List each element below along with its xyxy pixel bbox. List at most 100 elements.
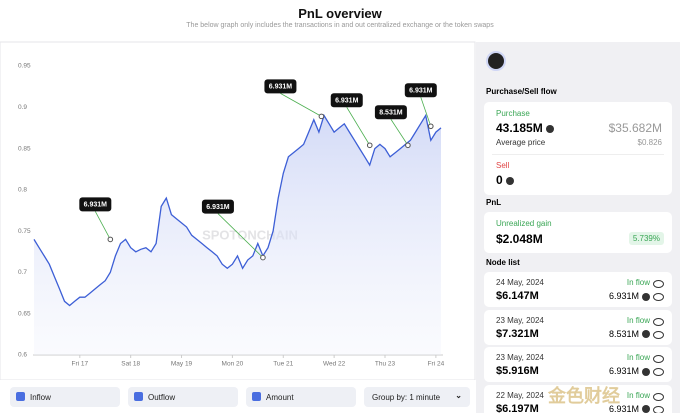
amount-toggle[interactable]: Amount <box>246 387 356 407</box>
annotation-connector <box>420 97 432 127</box>
y-tick-label: 0.6 <box>18 352 27 359</box>
hide-icon[interactable] <box>653 392 664 401</box>
x-tick-label: Fri 17 <box>71 361 88 368</box>
outflow-label: Outflow <box>148 393 176 402</box>
node-value-text: 6.931M <box>608 291 639 301</box>
node-amount: $6.197M <box>496 402 539 413</box>
node-row[interactable]: 23 May, 2024 $5.916M In flow 6.931M <box>484 347 672 382</box>
annotation-label: 6.931M <box>206 204 230 211</box>
sidebar: Purchase/Sell flow Purchase 43.185M $35.… <box>476 42 680 413</box>
node-amount: $7.321M <box>496 327 539 340</box>
node-row[interactable]: 24 May, 2024 $6.147M In flow 6.931M <box>484 272 672 307</box>
node-date: 23 May, 2024 <box>496 315 544 325</box>
node-flow: In flow <box>626 390 650 400</box>
group-by-select[interactable]: Group by: 1 minute ⌄ <box>364 387 470 407</box>
divider <box>492 154 664 155</box>
purchase-card: Purchase 43.185M $35.682M Average price … <box>484 102 672 195</box>
annotation-box <box>264 79 297 94</box>
annotation-box <box>79 197 112 212</box>
x-tick-label: Wed 22 <box>323 361 346 368</box>
x-tick-label: Sat 18 <box>121 361 140 368</box>
annotation-connector <box>390 119 409 146</box>
inflow-toggle[interactable]: Inflow <box>10 387 120 407</box>
node-date: 23 May, 2024 <box>496 353 544 362</box>
annotation-connector <box>280 93 322 117</box>
node-date: 24 May, 2024 <box>496 278 544 287</box>
unrealized-label: Unrealized gain <box>496 219 552 228</box>
node-value-text: 6.931M <box>608 403 639 413</box>
annotation-label: 6.931M <box>409 88 433 95</box>
view-icon[interactable] <box>653 330 664 339</box>
annotation-point <box>107 236 114 243</box>
avg-price: $0.826 <box>637 138 662 147</box>
node-value: 6.931M <box>609 404 650 413</box>
annotation-point <box>366 142 373 149</box>
pnl-title: PnL <box>486 198 502 207</box>
token-icon <box>486 51 506 71</box>
node-list-title: Node list <box>486 258 520 267</box>
area <box>34 115 441 355</box>
y-tick-label: 0.75 <box>18 228 31 235</box>
annotation-point <box>427 123 434 130</box>
annotation-connector <box>346 107 371 146</box>
annotation-point <box>318 113 325 120</box>
view-icon[interactable] <box>653 368 664 376</box>
x-tick-label: Thu 23 <box>375 361 396 368</box>
purchase-usd: $35.682M <box>608 121 662 135</box>
annotation-label: 6.931M <box>84 202 108 209</box>
view-icon[interactable] <box>653 293 664 301</box>
y-tick-label: 0.7 <box>18 269 27 276</box>
x-tick-label: Mon 20 <box>222 361 244 368</box>
page-title: PnL overview <box>298 6 382 21</box>
node-row[interactable]: 23 May, 2024 $7.321M In flow 8.531M <box>484 309 672 345</box>
purchase-label: Purchase <box>496 109 530 118</box>
node-value-text: 6.931M <box>608 366 639 376</box>
view-icon[interactable] <box>653 405 664 413</box>
group-by-label: Group by: 1 minute <box>372 393 441 402</box>
node-flow: In flow <box>626 315 650 325</box>
annotation-label: 6.931M <box>269 84 293 91</box>
annotation-label: 8.531M <box>379 110 403 117</box>
annotation-box <box>374 105 407 120</box>
page-subtitle: The below graph only includes the transa… <box>186 22 494 29</box>
sell-amount-text: 0 <box>496 173 503 187</box>
hide-icon[interactable] <box>653 280 664 288</box>
chart: SPOTONCHAIN 0.60.650.70.750.80.850.90.95… <box>0 41 476 380</box>
sell-label: Sell <box>496 161 510 170</box>
watermark: 金色财经 <box>548 386 620 406</box>
annotation-connector <box>94 211 111 240</box>
y-tick-label: 0.95 <box>18 63 31 70</box>
unrealized-value: $2.048M <box>496 232 543 246</box>
annotation-connector <box>217 213 264 258</box>
outflow-toggle[interactable]: Outflow <box>128 387 238 407</box>
node-value: 8.531M <box>609 329 650 339</box>
purchase-amount: 43.185M <box>496 121 554 135</box>
node-value-text: 8.531M <box>608 328 639 339</box>
amount-label: Amount <box>266 393 294 402</box>
hide-icon[interactable] <box>653 317 664 326</box>
y-tick-label: 0.9 <box>18 104 27 111</box>
x-tick-label: Fri 24 <box>428 361 445 368</box>
section-title: Purchase/Sell flow <box>486 87 557 96</box>
node-date: 22 May, 2024 <box>496 390 544 400</box>
node-value: 6.931M <box>609 291 650 301</box>
node-row[interactable]: 22 May, 2024 $6.197M In flow 6.931M <box>484 384 672 413</box>
avg-price-label: Average price <box>496 138 546 147</box>
node-flow: In flow <box>626 278 650 287</box>
pnl-card: Unrealized gain $2.048M 5.739% <box>484 212 672 253</box>
node-amount: $5.916M <box>496 365 539 377</box>
annotation-box <box>201 199 234 214</box>
annotation-point <box>260 254 266 261</box>
y-tick-label: 0.65 <box>18 310 31 317</box>
x-tick-label: Tue 21 <box>273 361 293 368</box>
annotation-label: 6.931M <box>335 98 359 105</box>
y-tick-label: 0.85 <box>18 145 31 152</box>
hide-icon[interactable] <box>653 355 664 363</box>
annotation-box <box>404 83 437 98</box>
node-value: 6.931M <box>609 366 650 376</box>
purchase-amount-text: 43.185M <box>496 121 543 135</box>
annotation-point <box>405 142 411 149</box>
sell-amount: 0 <box>496 173 514 187</box>
inflow-label: Inflow <box>30 393 51 402</box>
